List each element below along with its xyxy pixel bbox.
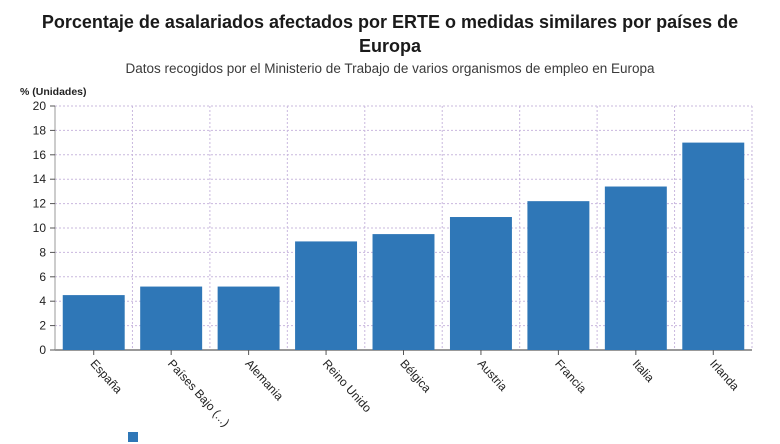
y-tick-label: 18: [33, 123, 47, 137]
y-tick-label: 8: [39, 245, 46, 259]
y-tick-label: 14: [33, 172, 47, 186]
chart-subtitle: Datos recogidos por el Ministerio de Tra…: [125, 61, 655, 76]
bar: [372, 234, 435, 350]
y-tick-label: 6: [39, 270, 46, 284]
chart-title: Porcentaje de asalariados afectados por …: [41, 12, 739, 56]
bar: [295, 241, 358, 350]
bar: [604, 186, 667, 350]
x-tick-label: Austria: [475, 357, 511, 394]
bar: [62, 295, 125, 350]
y-tick-label: 2: [39, 319, 46, 333]
legend-footer: [128, 432, 143, 444]
y-tick-label: 4: [39, 294, 46, 308]
y-axis-label: % (Unidades): [20, 86, 87, 98]
x-tick-label: Italia: [630, 357, 658, 385]
bar: [140, 286, 203, 350]
x-tick-label: Irlanda: [707, 357, 742, 394]
bar: [527, 201, 590, 350]
bar: [682, 142, 745, 350]
legend-swatch: [128, 432, 138, 442]
x-tick-label: Países Bajo (...): [165, 357, 233, 430]
x-tick-label: España: [87, 357, 125, 397]
y-tick-label: 12: [33, 197, 47, 211]
x-tick-label: Reino Unido: [320, 357, 375, 416]
y-tick-label: 0: [39, 343, 46, 357]
x-tick-label: Alemania: [242, 357, 286, 404]
bar: [449, 217, 512, 350]
x-tick-label: Francia: [552, 357, 589, 396]
bar-series: [62, 142, 745, 350]
bar: [217, 286, 280, 350]
y-tick-label: 20: [33, 99, 47, 113]
y-tick-label: 16: [33, 148, 47, 162]
y-tick-label: 10: [33, 221, 47, 235]
y-axis-ticks: 0 2 4 6 8 10 12 14 16 18 20: [33, 99, 55, 357]
x-axis-ticks: España Países Bajo (...) Alemania Reino Uni…: [87, 350, 742, 429]
x-tick-label: Bélgica: [397, 357, 434, 396]
